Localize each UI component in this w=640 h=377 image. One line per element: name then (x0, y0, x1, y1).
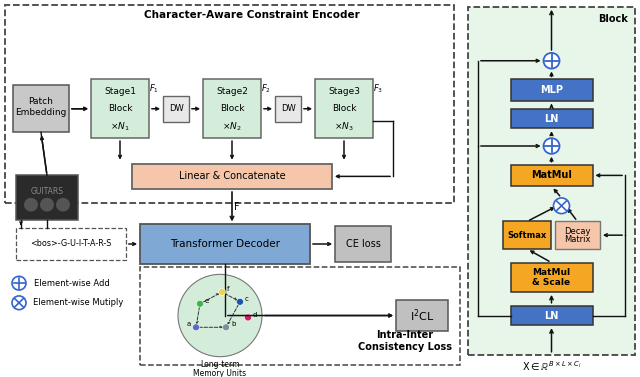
Bar (91, 80, 149, 138)
Text: a: a (187, 321, 191, 327)
Circle shape (40, 198, 54, 211)
Circle shape (554, 198, 570, 214)
Text: Element-wise Mutiply: Element-wise Mutiply (33, 298, 123, 307)
Bar (335, 226, 391, 262)
Bar (140, 267, 460, 365)
Bar (315, 80, 373, 138)
Circle shape (12, 296, 26, 310)
Circle shape (223, 324, 230, 331)
Text: Intra-Inter: Intra-Inter (376, 330, 433, 340)
Text: Stage2: Stage2 (216, 87, 248, 96)
Bar (511, 80, 593, 101)
Circle shape (543, 138, 559, 154)
Text: Decay: Decay (564, 227, 591, 236)
Text: b: b (231, 321, 236, 327)
Text: Long-term: Long-term (200, 360, 240, 369)
Text: Block: Block (220, 104, 244, 113)
Text: CE loss: CE loss (346, 239, 380, 249)
Text: f: f (227, 286, 230, 292)
Text: Patch: Patch (29, 97, 53, 106)
Text: Block: Block (598, 14, 628, 24)
Bar (511, 165, 593, 186)
Bar (511, 306, 593, 325)
Text: MatMul: MatMul (532, 268, 571, 277)
Bar (468, 7, 635, 355)
Text: Memory Units: Memory Units (193, 369, 246, 377)
Bar (555, 221, 600, 249)
Bar (503, 221, 551, 249)
Text: e: e (205, 298, 209, 304)
Text: GUITARS: GUITARS (31, 187, 63, 196)
Text: Softmax: Softmax (508, 231, 547, 240)
Circle shape (543, 53, 559, 69)
Text: MLP: MLP (540, 85, 563, 95)
Text: c: c (245, 296, 249, 302)
Bar (13, 85, 69, 132)
Bar (140, 224, 310, 264)
Text: $\times N_3$: $\times N_3$ (334, 120, 354, 133)
Bar (275, 96, 301, 121)
Circle shape (218, 288, 225, 296)
Text: Stage1: Stage1 (104, 87, 136, 96)
Bar (5, 5, 454, 203)
Text: Stage3: Stage3 (328, 87, 360, 96)
Text: $F_1$: $F_1$ (149, 83, 159, 95)
Text: F: F (234, 202, 240, 212)
Text: $\times N_1$: $\times N_1$ (110, 120, 130, 133)
Circle shape (244, 314, 252, 321)
Text: $F_2$: $F_2$ (261, 83, 271, 95)
Text: Block: Block (108, 104, 132, 113)
Circle shape (56, 198, 70, 211)
Circle shape (237, 298, 243, 305)
Bar (132, 164, 332, 189)
Text: Block: Block (332, 104, 356, 113)
Text: Character-Aware Constraint Encoder: Character-Aware Constraint Encoder (144, 10, 360, 20)
Text: Matrix: Matrix (564, 234, 591, 244)
Text: $\mathrm{X} \in \mathbb{R}^{B \times L \times C_i}$: $\mathrm{X} \in \mathbb{R}^{B \times L \… (522, 360, 581, 374)
Bar (163, 96, 189, 121)
Circle shape (193, 324, 200, 331)
Bar (511, 109, 593, 128)
Bar (203, 80, 261, 138)
Text: Transformer Decoder: Transformer Decoder (170, 239, 280, 249)
Text: Consistency Loss: Consistency Loss (358, 342, 452, 352)
Circle shape (196, 300, 204, 307)
Text: Element-wise Add: Element-wise Add (34, 279, 110, 288)
Text: <bos>-G-U-I-T-A-R-S: <bos>-G-U-I-T-A-R-S (30, 239, 112, 248)
Text: DW: DW (280, 104, 296, 113)
Text: DW: DW (168, 104, 184, 113)
Text: LN: LN (544, 113, 559, 124)
Text: $\times N_2$: $\times N_2$ (222, 120, 242, 133)
Text: & Scale: & Scale (532, 278, 571, 287)
Circle shape (24, 198, 38, 211)
Text: d: d (253, 311, 257, 317)
Circle shape (12, 276, 26, 290)
Text: LN: LN (544, 311, 559, 320)
Text: Linear & Concatenate: Linear & Concatenate (179, 172, 285, 181)
Text: Embedding: Embedding (15, 108, 67, 117)
Text: MatMul: MatMul (531, 170, 572, 181)
Bar (16, 228, 126, 260)
Text: $F_3$: $F_3$ (373, 83, 383, 95)
Bar (16, 175, 78, 221)
Circle shape (178, 274, 262, 357)
Bar (396, 300, 448, 331)
Bar (511, 263, 593, 292)
Text: $\mathrm{I^2CL}$: $\mathrm{I^2CL}$ (410, 307, 435, 324)
